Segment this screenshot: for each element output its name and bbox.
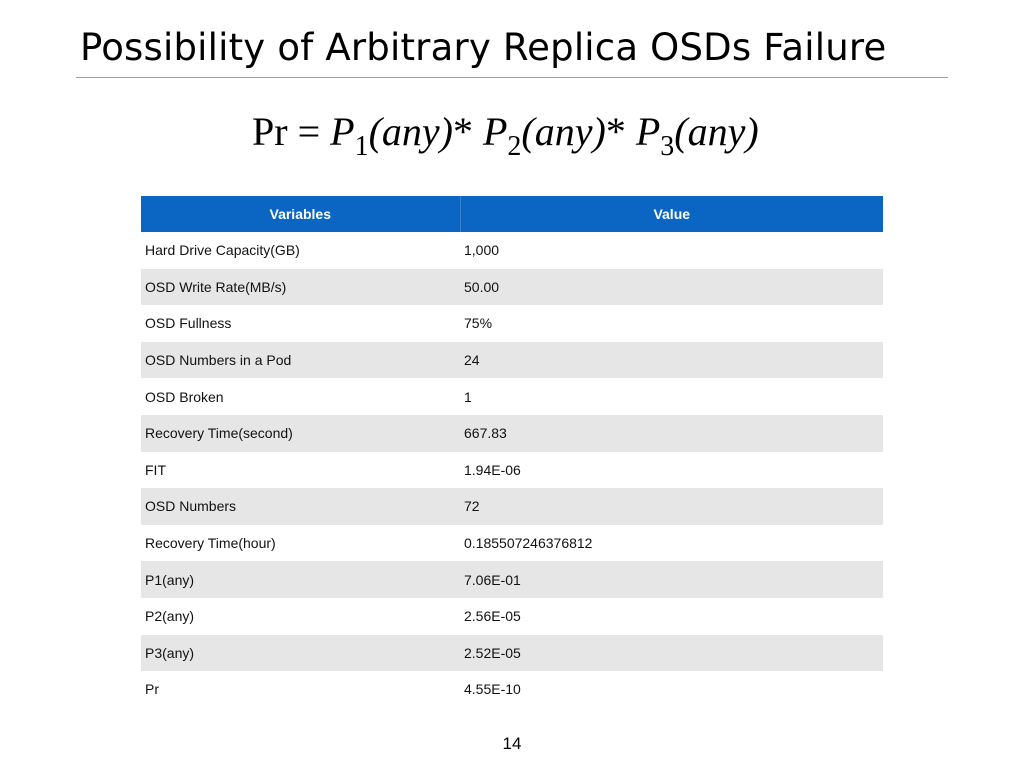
- formula-term-3-var: P: [635, 109, 661, 154]
- variable-cell: P1(any): [141, 561, 460, 598]
- table-header-row: Variables Value: [141, 196, 883, 232]
- formula-term-2-arg: (any): [521, 109, 606, 154]
- variable-cell: Recovery Time(hour): [145, 535, 276, 552]
- formula-equals: =: [287, 109, 331, 154]
- variable-cell: Hard Drive Capacity(GB): [145, 242, 300, 259]
- variable-cell: P3(any): [141, 634, 460, 672]
- variable-cell: OSD Numbers: [141, 488, 460, 525]
- value-cell: 0.185507246376812: [464, 535, 593, 552]
- table-row: P3(any) 2.52E-05: [141, 634, 883, 672]
- variable-cell: Recovery Time(second): [141, 414, 460, 452]
- variables-table: Variables Value Hard Drive Capacity(GB) …: [141, 196, 883, 708]
- value-cell: 2.52E-05: [460, 634, 883, 672]
- value-cell: 667.83: [460, 414, 883, 452]
- variable-cell: FIT: [145, 461, 166, 478]
- formula-lhs: Pr: [252, 109, 288, 154]
- probability-formula: Pr = P1(any)* P2(any)* P3(any): [252, 108, 759, 162]
- table-row: OSD Numbers 72: [141, 488, 883, 525]
- header-value: Value: [459, 196, 883, 232]
- variable-cell: OSD Numbers in a Pod: [141, 341, 460, 379]
- formula-op-1: *: [452, 109, 473, 154]
- value-cell: 72: [460, 488, 883, 525]
- table-row: Recovery Time(second) 667.83: [141, 414, 883, 452]
- value-cell: 1.94E-06: [464, 461, 521, 478]
- value-cell: 1,000: [464, 242, 500, 259]
- variable-cell: OSD Write Rate(MB/s): [141, 268, 460, 306]
- value-cell: 75%: [464, 315, 493, 332]
- formula-term-2-var: P: [482, 109, 508, 154]
- formula-term-3-arg: (any): [674, 109, 759, 154]
- table-row: OSD Fullness 75%: [141, 305, 883, 342]
- formula-term-1-arg: (any): [368, 109, 453, 154]
- formula-term-1-sub: 1: [354, 131, 369, 162]
- title-divider: [76, 77, 948, 78]
- table-row: Recovery Time(hour) 0.185507246376812: [141, 525, 883, 562]
- table-row: Pr 4.55E-10: [141, 671, 883, 708]
- value-cell: 2.56E-05: [464, 608, 521, 625]
- header-variables: Variables: [141, 196, 460, 232]
- variable-cell: Pr: [145, 681, 159, 698]
- slide-title: Possibility of Arbitrary Replica OSDs Fa…: [80, 26, 887, 69]
- table-row: P2(any) 2.56E-05: [141, 598, 883, 635]
- formula-term-1-var: P: [330, 109, 355, 154]
- value-cell: 4.55E-10: [464, 681, 521, 698]
- value-cell: 1: [464, 388, 472, 405]
- table-row: OSD Broken 1: [141, 378, 883, 415]
- variable-cell: P2(any): [145, 608, 195, 625]
- value-cell: 7.06E-01: [460, 561, 883, 598]
- page-number: 14: [502, 734, 522, 753]
- table-row: FIT 1.94E-06: [141, 452, 883, 489]
- formula-term-3-sub: 3: [660, 131, 675, 162]
- variable-cell: OSD Fullness: [145, 315, 232, 332]
- table-row: P1(any) 7.06E-01: [141, 561, 883, 598]
- value-cell: 50.00: [460, 268, 883, 306]
- variable-cell: OSD Broken: [145, 388, 224, 405]
- table-row: Hard Drive Capacity(GB) 1,000: [141, 232, 883, 269]
- table-row: OSD Write Rate(MB/s) 50.00: [141, 268, 883, 306]
- formula-term-2-sub: 2: [507, 131, 522, 162]
- value-cell: 24: [460, 341, 883, 379]
- table-row: OSD Numbers in a Pod 24: [141, 341, 883, 379]
- formula-op-2: *: [605, 109, 626, 154]
